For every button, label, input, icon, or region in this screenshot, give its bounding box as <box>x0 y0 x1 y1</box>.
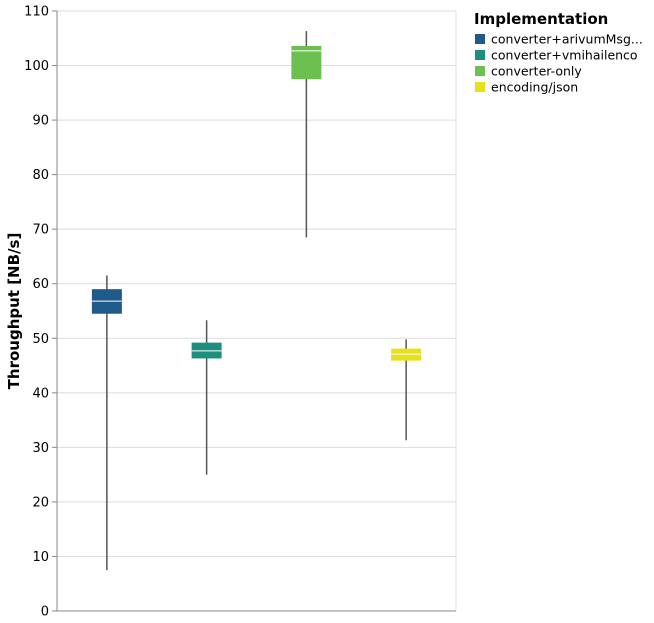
y-tick-label: 60 <box>32 277 49 292</box>
legend-label: encoding/json <box>491 80 578 95</box>
legend-title: Implementation <box>474 10 608 28</box>
y-tick-label: 20 <box>32 495 49 510</box>
legend-item: converter-only <box>475 64 582 79</box>
y-tick-label: 30 <box>32 441 49 456</box>
box-3 <box>391 339 422 441</box>
legend-swatch <box>475 34 485 44</box>
grid-lines <box>57 10 457 612</box>
legend-label: converter+vmihailenco <box>491 48 638 63</box>
y-tick-label: 10 <box>32 550 49 565</box>
legend-swatch <box>475 66 485 76</box>
y-tick-label: 50 <box>32 332 49 347</box>
legend: Implementation converter+arivumMsg...con… <box>474 10 643 95</box>
y-tick-label: 80 <box>32 168 49 183</box>
legend-item: converter+arivumMsg... <box>475 32 643 47</box>
y-tick-label: 90 <box>32 114 49 129</box>
box-0 <box>91 275 122 571</box>
box-iqr <box>391 348 422 361</box>
legend-label: converter-only <box>491 64 582 79</box>
legend-swatch <box>475 82 485 92</box>
box-1 <box>191 320 222 475</box>
y-axis-title: Throughput [NB/s] <box>5 233 23 390</box>
box-2 <box>291 31 322 238</box>
y-tick-label: 70 <box>32 223 49 238</box>
legend-label: converter+arivumMsg... <box>491 32 643 47</box>
box-iqr <box>291 45 322 80</box>
y-tick-label: 0 <box>41 605 49 620</box>
y-tick-label: 110 <box>24 5 49 20</box>
legend-item: encoding/json <box>475 80 578 95</box>
legend-item: converter+vmihailenco <box>475 48 638 63</box>
y-tick-label: 40 <box>32 386 49 401</box>
axes: 0 10 20 30 40 50 60 70 80 90 100 110 <box>24 5 456 620</box>
box-series <box>91 31 422 571</box>
legend-swatch <box>475 50 485 60</box>
y-tick-label: 100 <box>24 59 49 74</box>
